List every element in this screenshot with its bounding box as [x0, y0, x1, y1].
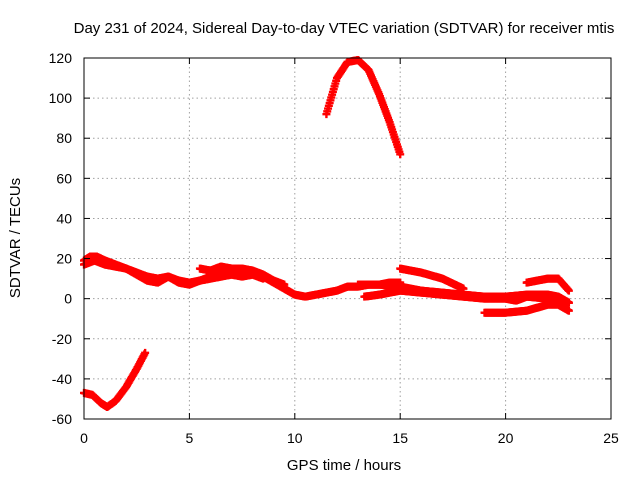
series-track-late-5 — [522, 274, 573, 295]
y-tick-label: 60 — [56, 170, 72, 186]
x-tick-label: 20 — [498, 430, 514, 446]
x-tick-label: 25 — [603, 430, 619, 446]
chart-title: Day 231 of 2024, Sidereal Day-to-day VTE… — [74, 20, 615, 37]
series-track-main-2 — [80, 256, 268, 289]
data-point — [280, 280, 289, 289]
y-tick-label: -40 — [52, 371, 72, 387]
series-track-mid-a — [195, 262, 289, 289]
x-tick-label: 15 — [392, 430, 408, 446]
y-tick-label: 120 — [49, 50, 73, 66]
x-axis: 0 5 10 15 20 25 — [80, 58, 619, 446]
data-point — [141, 348, 150, 357]
grid — [84, 58, 611, 419]
data-point — [564, 306, 573, 315]
x-tick-label: 0 — [80, 430, 88, 446]
y-tick-label: 80 — [56, 130, 72, 146]
y-tick-label: 100 — [49, 90, 73, 106]
series-track-low — [80, 348, 150, 411]
y-axis: -60 -40 -20 0 20 40 60 80 100 120 — [49, 50, 611, 427]
x-axis-title: GPS time / hours — [287, 457, 401, 474]
y-tick-label: 20 — [56, 251, 72, 267]
data-layer — [80, 56, 573, 411]
data-point — [459, 284, 468, 293]
data-point — [564, 286, 573, 295]
y-tick-label: 40 — [56, 210, 72, 226]
y-tick-label: 0 — [64, 291, 72, 307]
x-tick-label: 10 — [287, 430, 303, 446]
data-point — [564, 298, 573, 307]
series-track-late-4 — [480, 300, 573, 317]
y-axis-title: SDTVAR / TECUs — [7, 178, 24, 298]
series-track-peak — [322, 56, 405, 159]
plot-frame — [83, 57, 612, 420]
y-tick-label: -20 — [52, 331, 72, 347]
y-tick-label: -60 — [52, 411, 72, 427]
x-tick-label: 5 — [186, 430, 194, 446]
data-point — [396, 150, 405, 159]
series-track-late-2 — [396, 264, 468, 293]
